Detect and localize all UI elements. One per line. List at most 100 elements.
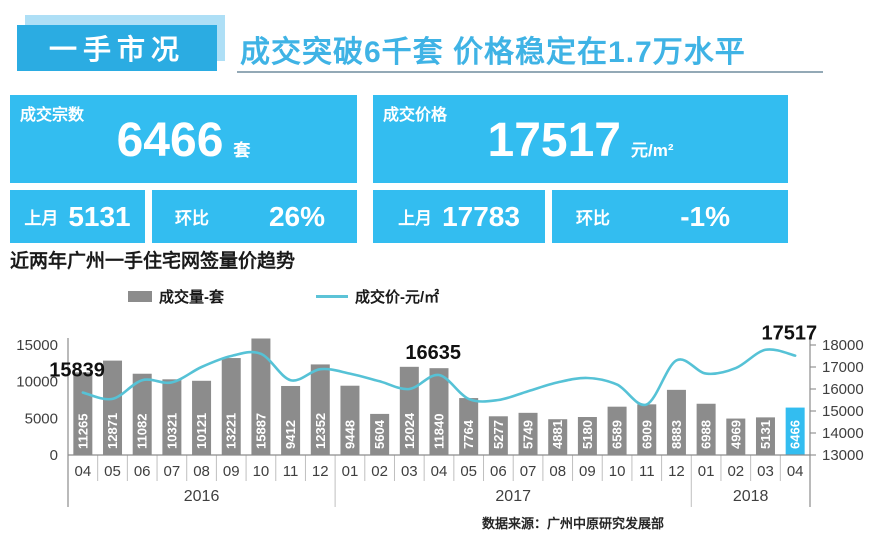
page-title: 成交突破6千套 价格稳定在1.7万水平 (240, 36, 746, 69)
bar-value-label: 5604 (372, 419, 387, 449)
y-axis-right-tick-label: 13000 (822, 447, 864, 464)
volume-prev-value: 5131 (68, 200, 131, 232)
bar (726, 418, 746, 455)
bar-value-label: 6909 (639, 420, 654, 449)
y-axis-right-tick-label: 14000 (822, 425, 864, 442)
price-annotation: 16635 (405, 342, 461, 364)
bar (103, 360, 123, 455)
bar-value-label: 8883 (669, 420, 684, 449)
bar-value-label: 6466 (788, 420, 803, 449)
bar-value-label: 6988 (699, 420, 714, 449)
bar-value-label: 12024 (402, 412, 417, 449)
x-axis-month-label: 01 (342, 463, 359, 480)
x-axis-month-label: 07 (164, 463, 181, 480)
price-mom-value: -1% (680, 200, 730, 232)
x-axis-month-label: 01 (698, 463, 715, 480)
volume-mom-value: 26% (268, 200, 325, 232)
price-line (81, 348, 797, 407)
bar-value-label: 9412 (283, 420, 298, 449)
x-axis-month-label: 12 (312, 463, 329, 480)
x-axis-month-label: 10 (609, 463, 626, 480)
bar (488, 416, 508, 455)
volume-card-value: 6466 (116, 114, 224, 167)
x-axis-month-label: 02 (727, 463, 744, 480)
price-card-unit: 元/m² (630, 141, 674, 160)
bar (548, 419, 568, 455)
x-axis-year-label: 2017 (495, 488, 531, 505)
y-axis-left-tick-label: 15000 (16, 337, 58, 354)
bar (785, 407, 805, 455)
bar-value-label: 5277 (491, 420, 506, 449)
x-axis-month-label: 04 (431, 463, 448, 480)
bar (310, 364, 330, 455)
price-mom-label: 环比 (576, 209, 610, 228)
bar (607, 406, 627, 455)
x-axis-month-label: 07 (520, 463, 537, 480)
bar (429, 368, 449, 455)
price-card-value: 17517 (487, 114, 621, 167)
volume-card-unit: 套 (233, 141, 251, 160)
bar (577, 417, 597, 455)
x-axis-month-label: 06 (490, 463, 507, 480)
combo-chart: 0 5000 10000 15000 13000 14000 15000 16000 17000… (16, 323, 864, 507)
volume-prev-box: 上月 5131 (10, 190, 145, 243)
x-axis-year-label: 2018 (733, 488, 769, 505)
price-mom-box: 环比 -1% (552, 190, 788, 243)
chart-title: 近两年广州一手住宅网签量价趋势 (10, 251, 296, 272)
bar-value-label: 6589 (610, 420, 625, 449)
x-axis-month-label: 09 (579, 463, 596, 480)
bar-value-label: 13221 (224, 413, 239, 449)
bar (637, 404, 657, 455)
x-axis-month-label: 05 (460, 463, 477, 480)
x-axis-month-label: 03 (757, 463, 774, 480)
bar (251, 338, 271, 455)
x-axis-month-label: 02 (371, 463, 388, 480)
bar-value-label: 5180 (580, 420, 595, 449)
x-axis-month-label: 06 (134, 463, 151, 480)
legend-price-label: 成交价-元/㎡ (355, 289, 440, 306)
bar (666, 389, 686, 455)
x-axis-month-label: 11 (639, 463, 655, 480)
volume-mom-label: 环比 (175, 209, 209, 228)
bar (192, 380, 212, 455)
chart-legend: 成交量-套 成交价-元/㎡ (128, 286, 439, 307)
y-axis-right-tick-label: 16000 (822, 381, 864, 398)
x-axis-month-label: 04 (787, 463, 804, 480)
volume-mom-box: 环比 26% (152, 190, 357, 243)
price-card: 成交价格 17517 元/m² (373, 95, 788, 183)
price-card-label: 成交价格 (383, 107, 448, 124)
price-prev-label: 上月 (398, 209, 433, 228)
bar-value-label: 9448 (342, 420, 357, 449)
x-axis-month-label: 04 (74, 463, 91, 480)
brand-label: 一手市况 (48, 34, 185, 65)
x-axis-year-label: 2016 (184, 488, 220, 505)
y-axis-left-tick-label: 0 (50, 447, 58, 464)
x-axis-month-label: 12 (668, 463, 685, 480)
price-annotation: 17517 (762, 323, 818, 345)
bar-value-label: 5131 (758, 420, 773, 449)
volume-card: 成交宗数 6466 套 (10, 95, 357, 183)
bar-value-label: 11265 (75, 414, 90, 449)
bar (281, 385, 301, 455)
bar-value-label: 12352 (313, 413, 328, 449)
price-line-swatch-icon (316, 295, 348, 298)
bar (132, 373, 152, 455)
price-prev-box: 上月 17783 (373, 190, 545, 243)
bar (340, 385, 360, 455)
volume-prev-label: 上月 (24, 209, 59, 228)
bar-value-label: 4881 (550, 420, 565, 449)
price-prev-value: 17783 (442, 200, 520, 232)
bar-value-label: 15887 (253, 413, 268, 449)
volume-swatch-icon (128, 291, 152, 302)
y-axis-right-tick-label: 18000 (822, 337, 864, 354)
y-axis-right-tick-label: 17000 (822, 359, 864, 376)
bar (696, 403, 716, 455)
volume-card-label: 成交宗数 (20, 107, 85, 124)
bar (755, 417, 775, 455)
x-axis-month-label: 05 (104, 463, 121, 480)
x-axis-month-label: 10 (253, 463, 270, 480)
x-axis-month-label: 08 (549, 463, 566, 480)
brand-badge: 一手市况 (17, 25, 217, 71)
bar (370, 413, 390, 455)
bar-value-label: 10121 (194, 413, 209, 449)
